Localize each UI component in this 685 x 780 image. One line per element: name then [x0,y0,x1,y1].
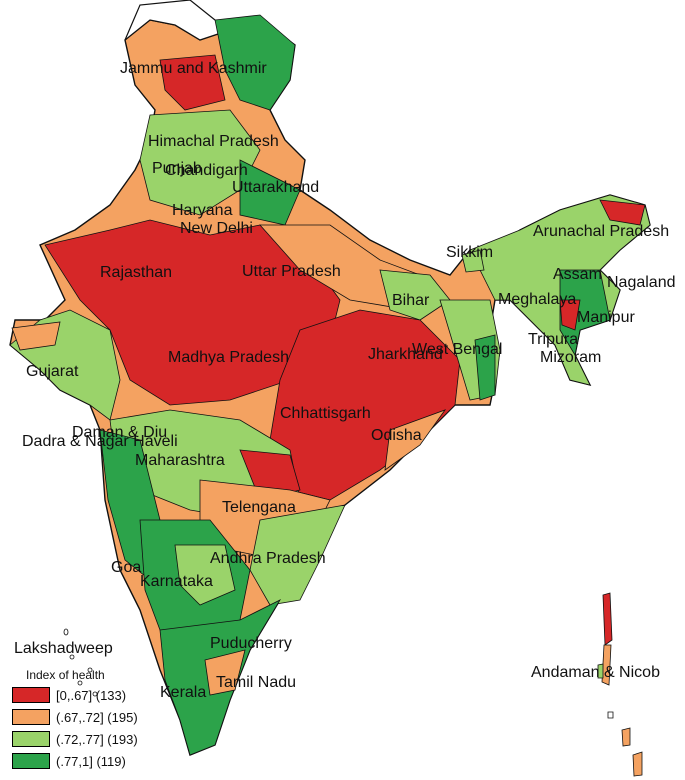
region-light-green-karnataka [174,544,236,606]
state-label: Punjab [152,160,202,177]
legend-row: (.67,.72] (195) [12,706,172,728]
region-light-green-himachal [139,109,261,216]
state-label: Madhya Pradesh [168,349,289,366]
region-dark-green-northeast [559,269,611,357]
legend-label: [0,.67] (133) [56,687,127,703]
state-label: Telengana [222,499,296,516]
state-label: Daman & Diu [72,424,167,441]
legend-label: (.67,.72] (195) [56,709,138,725]
legend-label: (.72,.77] (193) [56,731,138,747]
legend-swatch-red [12,687,50,703]
state-label: Gujarat [26,363,79,380]
state-label: New Delhi [180,220,253,237]
legend-row: (.72,.77] (193) [12,728,172,750]
region-light-green-up-east [379,269,451,321]
region-orange-odisha-coast [384,409,447,471]
state-label: Arunachal Pradesh [533,223,669,240]
state-label: Sikkim [446,244,493,261]
lakshadweep-islands [63,628,98,697]
state-label: Dadra & Nagar Haveli [22,433,178,450]
andaman-islands [597,592,643,777]
legend: Index of health [0,.67] (133) (.67,.72] … [12,668,172,772]
legend-swatch-light-green [12,731,50,747]
region-dark-green-north [214,14,296,111]
region-red-northeast-patch [559,299,581,331]
state-label: Himachal Pradesh [148,133,279,150]
state-label: Lakshadweep [14,640,113,657]
state-label: Jammu and Kashmir [120,60,267,77]
legend-row: (.77,1] (119) [12,750,172,772]
state-label: Puducherry [210,635,292,652]
region-red-jk [159,54,226,111]
state-label: Odisha [371,427,422,444]
state-label: Chhattisgarh [280,405,371,422]
legend-row: [0,.67] (133) [12,684,172,706]
state-label: Kerala [160,684,206,701]
legend-label: (.77,1] (119) [56,753,126,769]
region-orange-kutch [11,321,61,351]
state-label: Mizoram [540,349,601,366]
state-label: Rajasthan [100,264,172,281]
region-red-arunachal [599,199,646,226]
state-label: Haryana [172,202,233,219]
state-label: Bihar [392,292,430,309]
state-label: Andaman & Nicob [531,664,660,681]
state-label: West Bengal [412,341,502,358]
state-label: Tamil Nadu [216,674,296,691]
state-label: Uttar Pradesh [242,263,341,280]
region-light-green-sikkim [461,249,485,273]
legend-title: Index of health [26,668,105,682]
region-dark-green-bengal [474,334,496,401]
state-label: Karnataka [140,573,213,590]
state-label: Manipur [577,309,635,326]
legend-swatch-orange [12,709,50,725]
state-label: Assam [553,266,602,283]
state-label: Tripura [528,331,578,348]
region-orange-tn [204,649,246,696]
legend-swatch-dark-green [12,753,50,769]
state-label: Goa [111,559,141,576]
state-label: Chandigarh [165,162,248,179]
state-label: Andhra Pradesh [210,550,326,567]
state-label: Jharkhand [368,346,443,363]
state-label: Meghalaya [498,291,576,308]
state-label: Nagaland [607,274,676,291]
state-label: Uttarakhand [232,179,319,196]
state-label: Maharashtra [135,452,225,469]
